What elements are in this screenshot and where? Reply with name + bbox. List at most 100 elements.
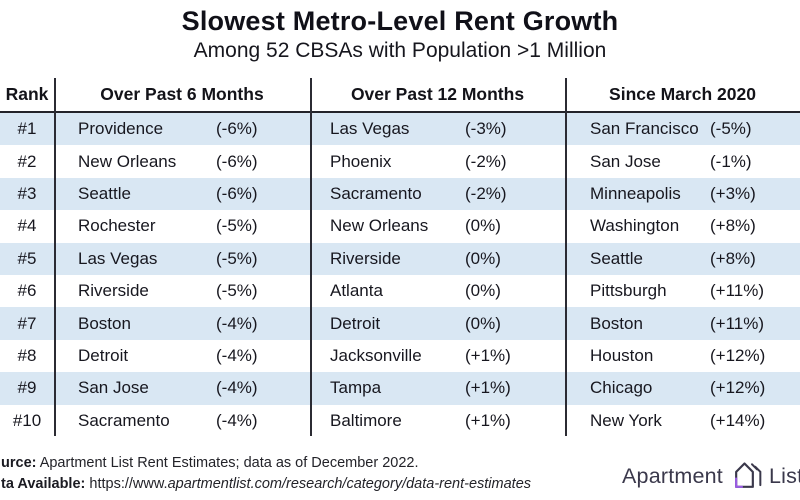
past-12-months-cell: Baltimore (+1%) [310,405,565,437]
table-row: #2 New Orleans (-6%) Phoenix (-2%) San J… [0,145,800,177]
city-name: Tampa [330,378,382,398]
table-row: #5 Las Vegas (-5%) Riverside (0%) Seattl… [0,242,800,275]
city-name: Atlanta [330,281,383,301]
header-rank: Rank [5,84,49,104]
city-name: New York [590,410,662,430]
since-march-2020-cell: San Jose (-1%) [565,145,800,177]
city-name: San Francisco [590,119,699,139]
column-divider [565,78,567,436]
since-march-2020-cell: New York (+14%) [565,405,800,437]
since-march-2020-cell: Chicago (+12%) [565,372,800,404]
rent-change-value: (+1%) [465,378,511,398]
rent-change-value: (-4%) [216,410,258,430]
rent-change-value: (-3%) [465,119,507,139]
table-row: #6 Riverside (-5%) Atlanta (0%) Pittsbur… [0,275,800,307]
rent-change-value: (-5%) [216,216,258,236]
city-name: Detroit [78,345,129,365]
past-12-months-cell: Sacramento (-2%) [310,178,565,210]
city-name: Baltimore [330,410,402,430]
rank-cell: #9 [17,378,37,398]
city-name: Sacramento [78,410,170,430]
past-6-months-cell: Seattle (-6%) [54,178,310,210]
past-12-months-cell: Atlanta (0%) [310,275,565,307]
city-name: Houston [590,345,654,365]
rent-change-value: (-6%) [216,183,258,203]
city-name: Las Vegas [330,119,410,139]
rent-change-value: (-2%) [465,183,507,203]
footer-source-text: Apartment List Rent Estimates; data as o… [36,455,419,471]
rent-change-value: (0%) [465,281,501,301]
rank-cell: #7 [17,313,37,333]
city-name: Rochester [78,216,156,236]
city-name: Seattle [590,248,643,268]
table-row: #9 San Jose (-4%) Tampa (+1%) Chicago (+… [0,372,800,405]
rank-cell: #6 [17,281,37,301]
city-name: Detroit [330,313,381,333]
past-6-months-cell: Rochester (-5%) [54,210,310,242]
rent-change-value: (-6%) [216,119,258,139]
city-name: Sacramento [330,183,422,203]
rent-change-value: (-4%) [216,345,258,365]
city-name: Riverside [330,248,401,268]
rent-change-value: (-5%) [216,248,258,268]
rank-cell: #5 [17,248,37,268]
city-name: New Orleans [330,216,429,236]
past-6-months-cell: Providence (-6%) [54,113,310,145]
rank-cell: #3 [17,183,37,203]
table-row: #1 Providence (-6%) Las Vegas (-3%) San … [0,113,800,146]
rank-cell: #2 [17,151,37,171]
rent-change-value: (+12%) [710,378,766,398]
city-name: Riverside [78,281,149,301]
rent-change-value: (+1%) [465,345,511,365]
footer-data-label: ta Available: [1,476,86,492]
rank-cell: #8 [17,345,37,365]
past-12-months-cell: Jacksonville (+1%) [310,340,565,372]
rent-change-value: (-2%) [465,151,507,171]
since-march-2020-cell: San Francisco (-5%) [565,113,800,145]
city-name: Boston [78,313,131,333]
rent-change-value: (+11%) [710,313,765,333]
past-12-months-cell: New Orleans (0%) [310,210,565,242]
rent-change-value: (+11%) [710,281,765,301]
past-6-months-cell: Riverside (-5%) [54,275,310,307]
city-name: Jacksonville [330,345,422,365]
rent-change-value: (+1%) [465,410,511,430]
past-6-months-cell: Las Vegas (-5%) [54,243,310,275]
footer-source-label: urce: [1,455,37,471]
rent-change-value: (+12%) [710,345,766,365]
table-header-row: Rank Over Past 6 Months Over Past 12 Mon… [0,78,800,113]
city-name: New Orleans [78,151,177,171]
past-12-months-cell: Riverside (0%) [310,243,565,275]
city-name: Las Vegas [78,248,158,268]
since-march-2020-cell: Boston (+11%) [565,307,800,339]
page-title: Slowest Metro-Level Rent Growth [181,6,619,36]
rent-change-value: (+8%) [710,248,756,268]
house-icon [735,462,762,488]
past-6-months-cell: New Orleans (-6%) [54,145,310,177]
footer-url: apartmentlist.com/research/category/data… [167,476,532,492]
past-6-months-cell: Sacramento (-4%) [54,405,310,437]
table-row: #10 Sacramento (-4%) Baltimore (+1%) New… [0,405,800,437]
rent-growth-table: Rank Over Past 6 Months Over Past 12 Mon… [0,78,800,436]
logo-word-list: List [769,463,800,488]
table-body: #1 Providence (-6%) Las Vegas (-3%) San … [0,113,800,437]
rent-change-value: (0%) [465,248,501,268]
footer-data-available: ta Available: https://www.apartmentlist.… [1,476,531,492]
past-6-months-cell: San Jose (-4%) [54,372,310,404]
column-divider [54,78,56,436]
city-name: Phoenix [330,151,392,171]
past-6-months-cell: Detroit (-4%) [54,340,310,372]
rent-change-value: (+14%) [710,410,766,430]
rent-change-value: (0%) [465,216,501,236]
rent-change-value: (-1%) [710,151,752,171]
header-past-12-months: Over Past 12 Months [350,84,525,104]
table-row: #8 Detroit (-4%) Jacksonville (+1%) Hous… [0,340,800,372]
logo-word-apartment: Apartment [622,463,723,488]
rent-change-value: (-5%) [710,119,752,139]
past-12-months-cell: Phoenix (-2%) [310,145,565,177]
past-6-months-cell: Boston (-4%) [54,307,310,339]
page-subtitle: Among 52 CBSAs with Population >1 Millio… [193,39,607,62]
header-since-march-2020: Since March 2020 [609,84,756,104]
city-name: San Jose [78,378,149,398]
